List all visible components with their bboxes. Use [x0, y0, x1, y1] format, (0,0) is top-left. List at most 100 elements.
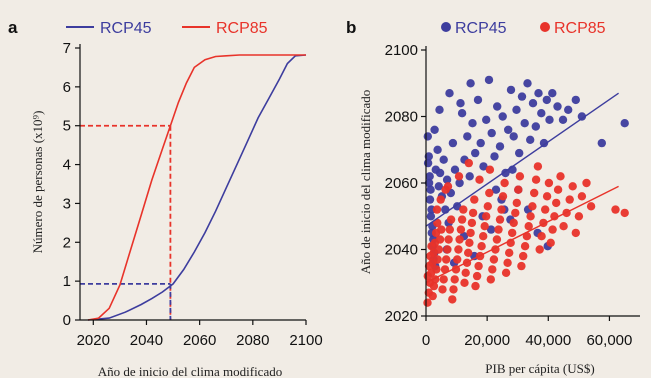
- point-rcp85: [455, 235, 464, 244]
- point-rcp45: [491, 185, 501, 194]
- point-rcp85: [495, 215, 505, 224]
- point-rcp85: [574, 212, 584, 221]
- point-rcp85: [427, 242, 436, 251]
- point-rcp85: [442, 255, 451, 264]
- point-rcp45: [476, 138, 485, 148]
- point-rcp45: [520, 119, 529, 128]
- point-rcp45: [424, 178, 434, 188]
- point-rcp85: [494, 225, 503, 234]
- point-rcp85: [533, 162, 543, 171]
- point-rcp45: [509, 132, 518, 141]
- point-rcp85: [432, 265, 441, 274]
- point-rcp45: [442, 175, 452, 184]
- line-series-rcp85: [87, 54, 306, 321]
- point-rcp85: [586, 202, 596, 211]
- y-axis-label-b: Año de inicio del clima modificado: [358, 90, 373, 274]
- point-rcp85: [429, 281, 439, 291]
- point-rcp85: [423, 271, 432, 281]
- y-axis-label-a: Número de personas (x10⁹): [30, 111, 45, 254]
- point-rcp45: [479, 162, 488, 171]
- point-rcp45: [466, 79, 475, 88]
- point-rcp45: [426, 212, 436, 221]
- point-rcp85: [454, 245, 463, 254]
- point-rcp85: [508, 228, 517, 238]
- point-rcp45: [571, 95, 580, 105]
- point-rcp85: [468, 208, 478, 218]
- point-rcp85: [582, 178, 591, 188]
- point-rcp85: [467, 218, 477, 228]
- point-rcp85: [530, 188, 539, 198]
- y-tick-label-b: 2020: [385, 308, 418, 325]
- point-rcp85: [471, 281, 480, 291]
- point-rcp85: [528, 202, 537, 211]
- point-rcp85: [486, 275, 495, 284]
- point-rcp85: [424, 261, 434, 271]
- point-rcp45: [501, 168, 510, 178]
- panel-b: b RCP45 RCP85 2020 2040 2060 2080 2100 0 20,00…: [346, 18, 640, 376]
- y-tick-label-a: 3: [63, 195, 71, 212]
- point-rcp45: [490, 152, 499, 161]
- point-rcp45: [430, 125, 439, 134]
- point-rcp45: [463, 132, 472, 141]
- point-rcp85: [444, 235, 453, 244]
- point-rcp85: [535, 245, 544, 254]
- point-rcp85: [464, 158, 473, 168]
- point-rcp45: [425, 172, 434, 181]
- point-rcp85: [474, 261, 483, 271]
- x-tick-label-b: 20,000: [464, 332, 510, 349]
- point-rcp85: [439, 275, 448, 284]
- point-rcp45: [425, 195, 435, 204]
- point-rcp85: [454, 172, 464, 181]
- point-rcp45: [493, 102, 502, 111]
- point-rcp45: [457, 109, 467, 118]
- point-rcp85: [437, 225, 446, 234]
- point-rcp85: [477, 242, 486, 251]
- point-rcp85: [448, 295, 457, 304]
- point-rcp45: [456, 99, 465, 108]
- point-rcp85: [526, 212, 535, 221]
- point-rcp85: [556, 172, 565, 181]
- point-rcp85: [498, 192, 508, 201]
- point-rcp45: [487, 128, 496, 138]
- x-tick-label-a: 2040: [130, 332, 163, 349]
- point-rcp45: [564, 105, 573, 115]
- x-tick-label-a: 2080: [236, 332, 269, 349]
- panel-a-letter: a: [8, 18, 18, 37]
- point-rcp45: [515, 148, 524, 158]
- y-tick-label-a: 6: [63, 79, 71, 96]
- point-rcp45: [545, 115, 554, 125]
- line-series-rcp45: [87, 54, 307, 321]
- point-rcp85: [565, 195, 574, 204]
- y-tick-label-b: 2060: [385, 175, 418, 192]
- point-rcp85: [519, 251, 528, 261]
- legend-b-rcp45-swatch: [441, 22, 451, 32]
- point-rcp45: [426, 185, 435, 194]
- point-rcp85: [571, 228, 580, 238]
- point-rcp45: [482, 115, 491, 125]
- point-rcp45: [495, 142, 505, 151]
- point-rcp85: [537, 232, 546, 241]
- legend-b-rcp85-label: RCP85: [554, 20, 606, 37]
- legend-b-rcp45-label: RCP45: [455, 20, 507, 37]
- point-rcp85: [542, 192, 552, 201]
- point-rcp45: [423, 132, 432, 141]
- point-rcp85: [497, 205, 506, 214]
- point-rcp85: [457, 215, 467, 224]
- point-rcp85: [472, 271, 482, 281]
- point-rcp45: [498, 112, 507, 121]
- x-axis-label-b: PIB per cápita (US$): [485, 361, 594, 376]
- point-rcp85: [433, 218, 442, 228]
- point-rcp45: [439, 155, 448, 164]
- point-rcp85: [433, 255, 442, 264]
- point-rcp85: [531, 175, 541, 184]
- point-rcp45: [548, 89, 557, 98]
- point-rcp85: [500, 178, 509, 188]
- legend-a-rcp45-label: RCP45: [100, 20, 152, 37]
- point-rcp85: [441, 185, 450, 194]
- point-rcp45: [577, 112, 587, 121]
- point-rcp85: [456, 225, 466, 234]
- point-rcp85: [514, 185, 523, 194]
- point-rcp85: [501, 268, 511, 277]
- point-rcp45: [468, 119, 477, 128]
- panel-b-letter: b: [346, 18, 356, 37]
